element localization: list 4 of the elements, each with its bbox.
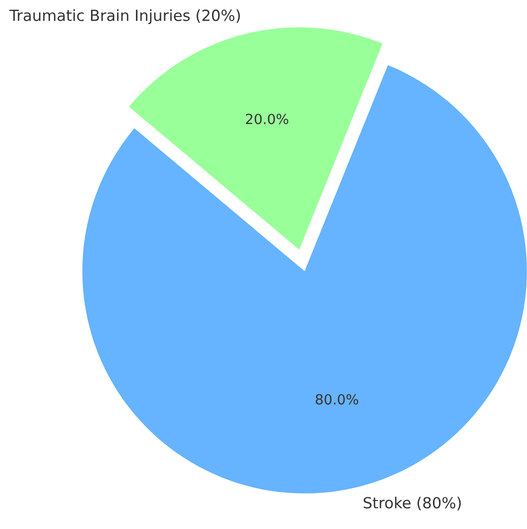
slice-label: Stroke (80%): [364, 496, 461, 510]
data-label: 80.0%: [316, 394, 358, 405]
data-label: 20.0%: [246, 114, 288, 124]
slice-label: Traumatic Brain Injuries (20%): [9, 9, 240, 24]
